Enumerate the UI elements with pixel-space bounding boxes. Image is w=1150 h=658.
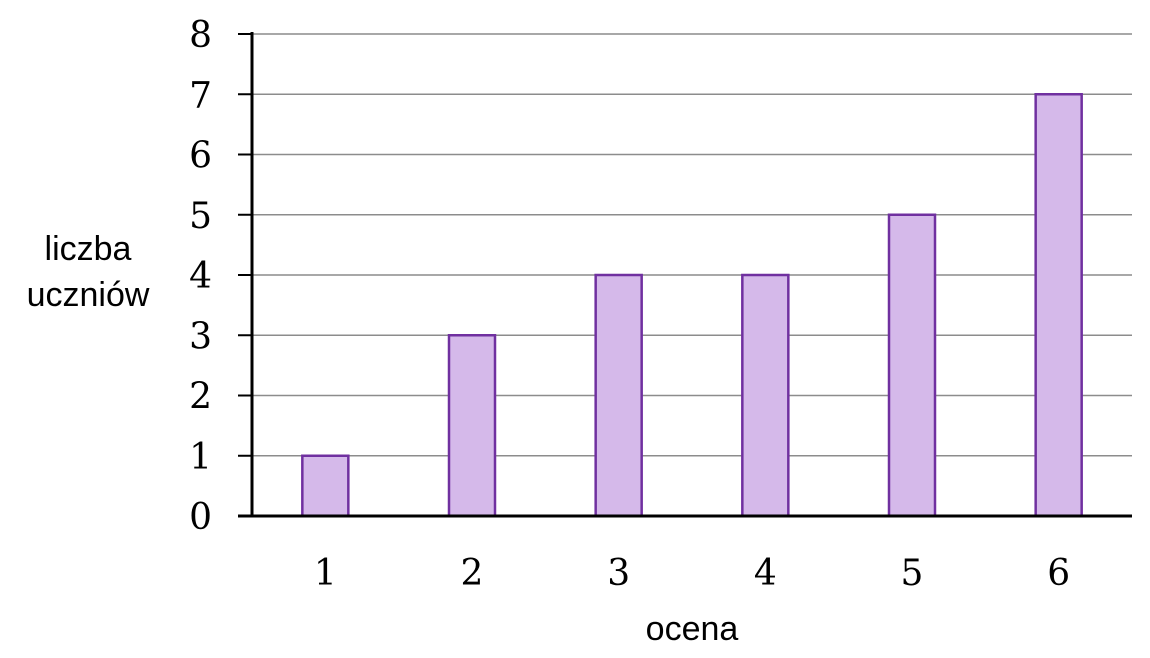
x-tick-label: 5 [901,553,924,594]
y-tick-labels: 0 1 2 3 4 5 6 7 8 [189,15,212,538]
bars [301,93,1083,518]
x-tick-label: 3 [607,553,630,594]
x-tick-label: 4 [754,553,777,594]
y-tick-label: 7 [189,75,212,116]
y-tick-label: 1 [189,437,212,478]
x-tick-label: 6 [1047,553,1070,594]
y-axis-label-line-2: uczniów [27,276,150,314]
bar-1 [301,454,350,518]
y-tick-label: 8 [189,15,212,56]
bar-6 [1034,93,1083,518]
axes [238,32,1132,518]
y-tick-label: 3 [189,316,212,357]
y-tick-label: 5 [189,196,212,237]
bar-2 [447,334,497,518]
x-tick-labels: 1 2 3 4 5 6 [314,553,1070,594]
y-tick-label: 4 [189,256,212,297]
y-tick-label: 2 [189,377,212,418]
bar-5 [887,213,937,518]
y-tick-label: 0 [189,497,212,538]
y-axis-label-line-1: liczba [45,230,132,268]
y-tick-label: 6 [189,136,212,177]
bar-4 [741,273,790,518]
x-tick-label: 1 [314,553,337,594]
grid-lines [252,33,1132,457]
x-axis-label: ocena [646,610,739,648]
bar-3 [594,273,643,518]
x-tick-label: 2 [461,553,484,594]
